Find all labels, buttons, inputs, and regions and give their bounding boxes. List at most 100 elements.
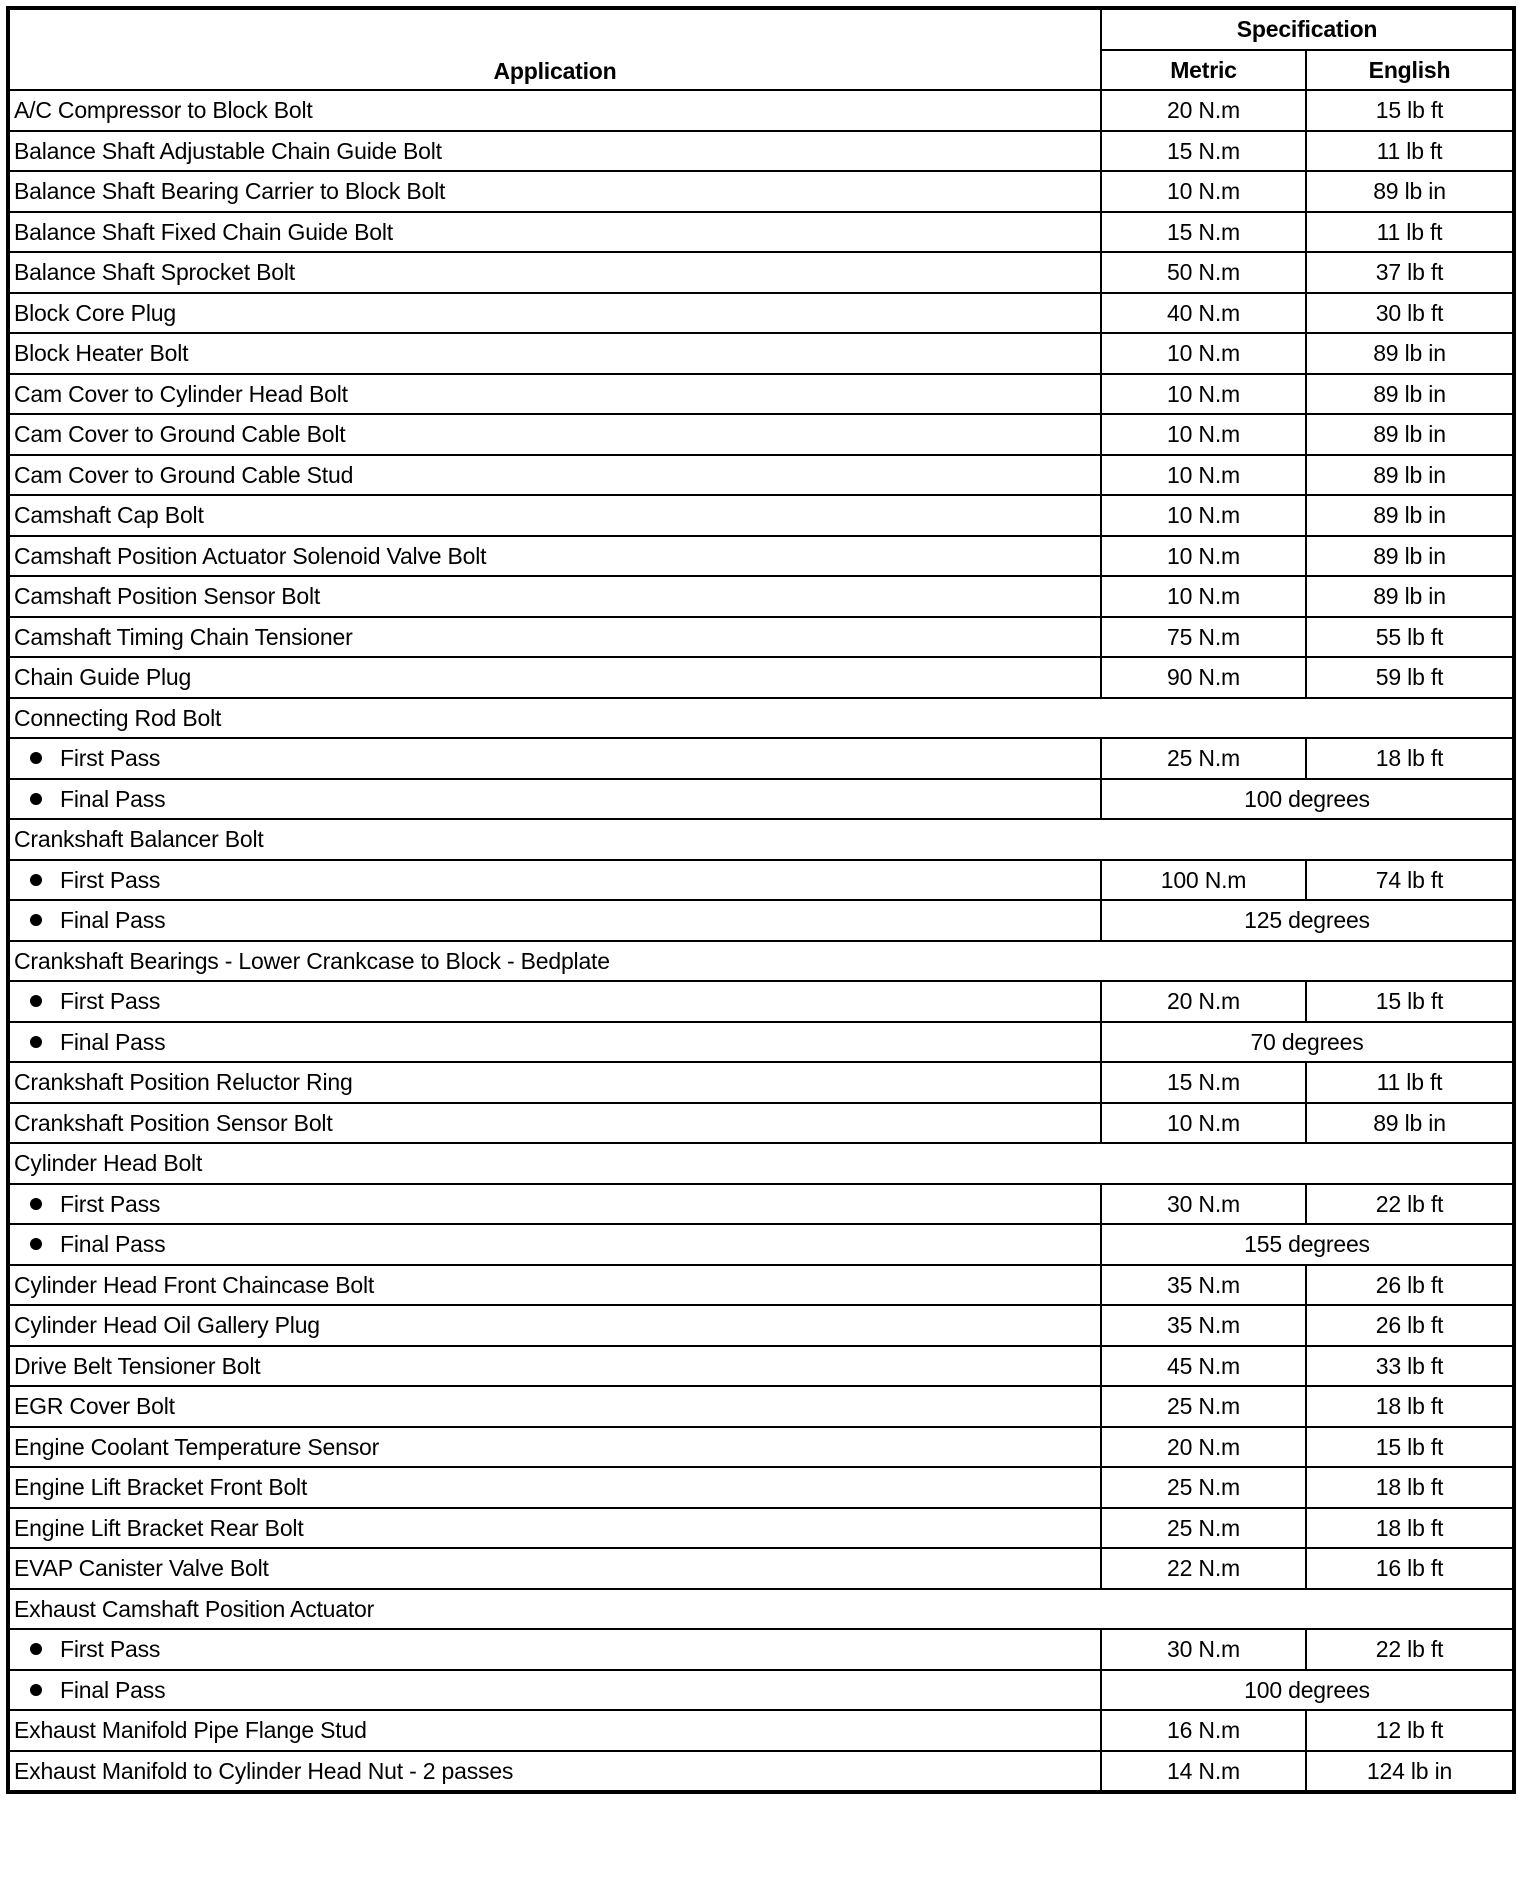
english-cell: 89 lb in: [1304, 332, 1516, 375]
english-cell: 89 lb in: [1304, 534, 1516, 577]
metric-cell: 20 N.m: [1100, 980, 1307, 1023]
application-text: Camshaft Position Actuator Solenoid Valv…: [14, 542, 487, 569]
application-text: Cam Cover to Ground Cable Bolt: [14, 421, 346, 448]
application-cell: Cam Cover to Ground Cable Stud: [7, 453, 1102, 496]
table-group-row: Exhaust Camshaft Position Actuator: [6, 1587, 1516, 1630]
english-cell: 22 lb ft: [1304, 1182, 1516, 1225]
english-cell: 55 lb ft: [1304, 615, 1516, 658]
table-row: Camshaft Cap Bolt 10 N.m 89 lb in: [7, 494, 1516, 537]
table-row: Camshaft Position Actuator Solenoid Valv…: [7, 534, 1516, 577]
application-cell: Chain Guide Plug: [7, 656, 1102, 699]
angle-spec-cell: 100 degrees: [1099, 1668, 1516, 1711]
english-cell: 16 lb ft: [1304, 1547, 1516, 1590]
application-text: Engine Lift Bracket Rear Bolt: [14, 1514, 304, 1541]
angle-spec-cell: 155 degrees: [1099, 1223, 1516, 1266]
application-text: First Pass: [60, 866, 161, 893]
application-cell: First Pass: [7, 980, 1102, 1023]
application-text: First Pass: [60, 988, 161, 1015]
english-cell: 18 lb ft: [1304, 1466, 1516, 1509]
bullet-icon: [30, 1683, 42, 1696]
application-text: Crankshaft Position Reluctor Ring: [14, 1069, 353, 1096]
application-cell: A/C Compressor to Block Bolt: [7, 89, 1102, 132]
application-cell: Final Pass: [7, 899, 1102, 942]
bullet-icon: [30, 995, 42, 1008]
english-cell: 22 lb ft: [1304, 1628, 1516, 1671]
english-cell: 89 lb in: [1304, 1101, 1516, 1144]
application-cell: Exhaust Manifold to Cylinder Head Nut - …: [7, 1749, 1102, 1793]
metric-cell: 15 N.m: [1100, 129, 1307, 172]
application-text: Cylinder Head Front Chaincase Bolt: [14, 1271, 375, 1298]
metric-cell: 10 N.m: [1100, 453, 1307, 496]
bullet-icon: [30, 1643, 42, 1656]
application-text: A/C Compressor to Block Bolt: [14, 97, 313, 124]
table-row: Cam Cover to Ground Cable Stud 10 N.m 89 l…: [7, 453, 1516, 496]
table-row: Balance Shaft Fixed Chain Guide Bolt 15 N…: [7, 210, 1516, 253]
torque-spec-table: Application Specification Metric English…: [6, 6, 1517, 1794]
bullet-icon: [30, 1197, 42, 1210]
english-cell: 18 lb ft: [1304, 1385, 1516, 1428]
english-cell: 11 lb ft: [1304, 1061, 1516, 1104]
application-cell: Balance Shaft Bearing Carrier to Block B…: [7, 170, 1102, 213]
english-cell: 12 lb ft: [1304, 1709, 1516, 1752]
metric-cell: 35 N.m: [1100, 1263, 1307, 1306]
english-cell: 89 lb in: [1304, 575, 1516, 618]
english-cell: 15 lb ft: [1304, 1425, 1516, 1468]
metric-cell: 10 N.m: [1100, 534, 1307, 577]
application-cell: Drive Belt Tensioner Bolt: [7, 1344, 1102, 1387]
application-cell: Camshaft Timing Chain Tensioner: [7, 615, 1102, 658]
english-cell: 59 lb ft: [1304, 656, 1516, 699]
english-cell: 30 lb ft: [1304, 291, 1516, 334]
bullet-icon: [30, 792, 42, 805]
application-cell: Crankshaft Position Sensor Bolt: [7, 1101, 1102, 1144]
application-text: Crankshaft Balancer Bolt: [14, 826, 264, 853]
application-cell: Final Pass: [7, 1223, 1102, 1266]
application-cell: Cylinder Head Bolt: [6, 1142, 1516, 1185]
metric-cell: 20 N.m: [1100, 89, 1307, 132]
application-cell: Camshaft Position Actuator Solenoid Valv…: [7, 534, 1102, 577]
application-text: Balance Shaft Adjustable Chain Guide Bol…: [14, 137, 442, 164]
application-cell: Exhaust Manifold Pipe Flange Stud: [7, 1709, 1102, 1752]
metric-cell: 16 N.m: [1100, 1709, 1307, 1752]
bullet-icon: [30, 1035, 42, 1048]
table-row: Final Pass 70 degrees: [7, 1020, 1516, 1063]
angle-spec-cell: 70 degrees: [1099, 1020, 1516, 1063]
application-text: Block Core Plug: [14, 299, 176, 326]
metric-cell: 40 N.m: [1100, 291, 1307, 334]
table-row: Cam Cover to Cylinder Head Bolt 10 N.m 89 …: [7, 372, 1516, 415]
table-row: Balance Shaft Sprocket Bolt 50 N.m 37 lb f…: [7, 251, 1516, 294]
table-row: Final Pass 155 degrees: [7, 1223, 1516, 1266]
table-row: Cam Cover to Ground Cable Bolt 10 N.m 89 l…: [7, 413, 1516, 456]
english-cell: 37 lb ft: [1304, 251, 1516, 294]
metric-cell: 50 N.m: [1100, 251, 1307, 294]
application-text: First Pass: [60, 1636, 161, 1663]
application-cell: Final Pass: [7, 777, 1102, 820]
metric-cell: 10 N.m: [1100, 332, 1307, 375]
english-cell: 11 lb ft: [1304, 129, 1516, 172]
metric-cell: 25 N.m: [1100, 1506, 1307, 1549]
application-cell: First Pass: [7, 1182, 1102, 1225]
table-row: Final Pass 100 degrees: [7, 777, 1516, 820]
application-cell: Exhaust Camshaft Position Actuator: [6, 1587, 1516, 1630]
application-text: Chain Guide Plug: [14, 664, 192, 691]
application-text: Connecting Rod Bolt: [14, 704, 222, 731]
application-text: Crankshaft Position Sensor Bolt: [14, 1109, 333, 1136]
application-text: First Pass: [60, 1190, 161, 1217]
application-text: Exhaust Manifold Pipe Flange Stud: [14, 1717, 367, 1744]
application-text: EGR Cover Bolt: [14, 1393, 175, 1420]
application-cell: Cylinder Head Oil Gallery Plug: [7, 1304, 1102, 1347]
metric-cell: 15 N.m: [1100, 1061, 1307, 1104]
application-text: Camshaft Cap Bolt: [14, 502, 204, 529]
metric-cell: 20 N.m: [1100, 1425, 1307, 1468]
english-cell: 74 lb ft: [1304, 858, 1516, 901]
application-cell: First Pass: [7, 737, 1102, 780]
application-text: Camshaft Timing Chain Tensioner: [14, 623, 353, 650]
application-cell: Final Pass: [7, 1020, 1102, 1063]
table-row: Camshaft Timing Chain Tensioner 75 N.m 55 …: [7, 615, 1516, 658]
table-row: First Pass 25 N.m 18 lb ft: [7, 737, 1516, 780]
table-row: Final Pass 125 degrees: [7, 899, 1516, 942]
application-cell: Crankshaft Position Reluctor Ring: [7, 1061, 1102, 1104]
table-group-row: Cylinder Head Bolt: [6, 1142, 1516, 1185]
application-text: Final Pass: [60, 1676, 166, 1703]
metric-header: Metric: [1100, 48, 1307, 91]
metric-cell: 10 N.m: [1100, 372, 1307, 415]
